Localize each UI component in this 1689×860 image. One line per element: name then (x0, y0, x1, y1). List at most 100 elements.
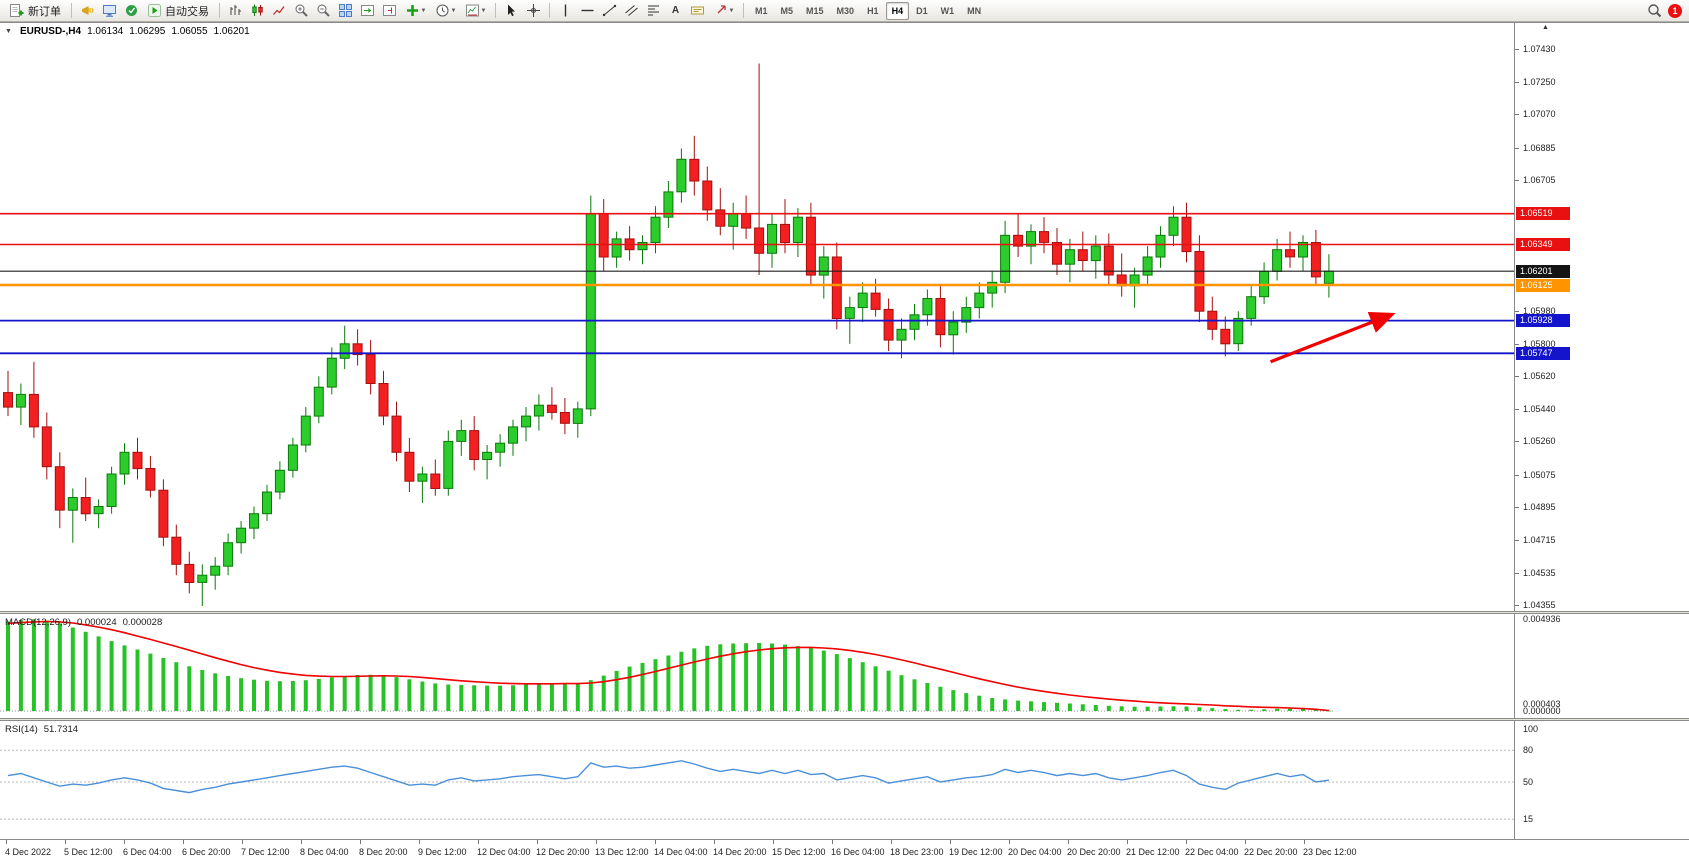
macd-histogram-bar (200, 670, 205, 711)
candle-body (404, 451, 415, 482)
text-label-tool-button[interactable] (687, 1, 708, 20)
macd-histogram-bar (44, 620, 49, 711)
indicators-button[interactable]: ▼ (401, 1, 430, 20)
date-label: 13 Dec 12:00 (595, 847, 649, 857)
arrows-tool-button[interactable]: ▼ (709, 1, 738, 20)
candlestick-chart-button[interactable] (247, 1, 268, 20)
candle-body (287, 444, 298, 471)
timeframe-H4[interactable]: H4 (885, 1, 910, 20)
date-tick (65, 840, 66, 844)
date-axis[interactable]: 4 Dec 2022 5 Dec 12:00 6 Dec 04:00 6 Dec 20… (0, 839, 1689, 860)
candle-body (611, 238, 622, 258)
timeframe-M5[interactable]: M5 (780, 5, 794, 16)
candle-body (41, 426, 52, 468)
candle-body (508, 426, 518, 444)
macd-panel-canvas[interactable] (0, 614, 1514, 718)
trend-arrow-annotation[interactable] (1270, 311, 1396, 364)
vertical-line-tool-button[interactable] (555, 1, 576, 20)
autotrading-label: 自动交易 (165, 5, 209, 18)
zoom-out-button[interactable] (313, 1, 334, 20)
horizontal-line-tool-button[interactable] (577, 1, 598, 20)
main-chart-canvas[interactable] (0, 23, 1514, 611)
auto-scroll-button[interactable] (357, 1, 378, 20)
templates-button[interactable]: ▼ (461, 1, 490, 20)
crosshair-tool-button[interactable] (523, 1, 544, 20)
panel-splitter[interactable] (0, 611, 1689, 614)
macd-histogram-bar (718, 644, 723, 711)
macd-histogram-bar (31, 619, 36, 711)
timeframe-M15[interactable]: M15 (806, 5, 824, 16)
price-level-badge: 1.06349 (1516, 238, 1570, 251)
search-button[interactable] (1644, 1, 1665, 20)
fibonacci-tool-button[interactable] (643, 1, 664, 20)
timeframe-M1[interactable]: M1 (755, 5, 768, 16)
macd-histogram-bar (834, 654, 839, 711)
candle-body (987, 281, 998, 294)
candle-body (935, 298, 946, 336)
indicators-plus-icon (406, 5, 418, 16)
alerts-button[interactable] (77, 1, 98, 20)
macd-histogram-bar (459, 684, 464, 711)
candle-body (974, 292, 985, 309)
chevron-down-icon: ▼ (420, 7, 427, 14)
candle-body (1039, 231, 1049, 243)
chevron-down-icon: ▼ (450, 7, 457, 14)
candle-body (430, 473, 441, 489)
chevron-down-icon: ▼ (480, 7, 487, 14)
candle-body (54, 466, 65, 511)
one-click-trading-toggle[interactable]: ▼ (5, 28, 12, 35)
candle-body (417, 473, 428, 482)
macd-histogram-bar (239, 678, 244, 711)
candle-body (378, 383, 389, 417)
community-button[interactable] (121, 1, 142, 20)
date-label: 12 Dec 20:00 (536, 847, 590, 857)
chart-shift-marker[interactable]: ▲ (1542, 24, 1549, 31)
candle-body (741, 213, 752, 229)
terminal-window-button[interactable] (99, 1, 120, 20)
chart-shift-button[interactable] (379, 1, 400, 20)
price-axis[interactable]: ▲ 1.07430 1.07250 1.07070 1.06885 1.06705 1.0… (1514, 23, 1689, 839)
zoom-in-button[interactable] (291, 1, 312, 20)
periods-button[interactable]: ▼ (431, 1, 460, 20)
tile-windows-button[interactable] (335, 1, 356, 20)
price-tick (1515, 376, 1519, 378)
timeframe-MN[interactable]: MN (967, 5, 982, 16)
candle-body (909, 314, 920, 330)
timeframe-W1[interactable]: W1 (940, 5, 955, 16)
candle-body (585, 213, 596, 410)
date-label: 5 Dec 12:00 (64, 847, 113, 857)
date-tick (183, 840, 184, 844)
macd-histogram-bar (692, 648, 697, 711)
macd-histogram-bar (290, 681, 295, 711)
macd-histogram-bar (536, 683, 541, 711)
notification-badge[interactable]: 1 (1668, 3, 1682, 18)
macd-histogram-bar (1132, 706, 1137, 711)
candle-body (857, 292, 868, 309)
macd-histogram-bar (135, 649, 140, 711)
candle-body (1285, 249, 1295, 258)
candle-body (818, 256, 829, 276)
timeframe-M30[interactable]: M30 (836, 5, 855, 16)
channel-tool-button[interactable] (621, 1, 642, 20)
candle-body (1220, 328, 1231, 345)
timeframe-H1[interactable]: H1 (867, 5, 879, 16)
macd-histogram-bar (303, 680, 308, 711)
candle-body (754, 227, 765, 254)
trendline-tool-button[interactable] (599, 1, 620, 20)
candle-body (262, 491, 272, 515)
autotrading-button[interactable]: 自动交易 (143, 1, 214, 20)
macd-histogram-bar (70, 627, 75, 711)
cursor-icon (508, 4, 515, 17)
price-axis-label: 1.04895 (1523, 502, 1556, 513)
candle-body (1298, 242, 1308, 258)
panel-splitter[interactable] (0, 718, 1689, 721)
candle-body (145, 468, 156, 491)
bars-chart-button[interactable] (225, 1, 246, 20)
text-tool-button[interactable]: A (665, 1, 686, 20)
macd-axis-label: 0.004936 (1523, 614, 1561, 624)
timeframe-D1[interactable]: D1 (916, 5, 928, 16)
line-chart-button[interactable] (269, 1, 290, 20)
rsi-panel-canvas[interactable] (0, 721, 1514, 839)
cursor-tool-button[interactable] (501, 1, 522, 20)
new-order-button[interactable]: 新订单 (4, 1, 66, 20)
